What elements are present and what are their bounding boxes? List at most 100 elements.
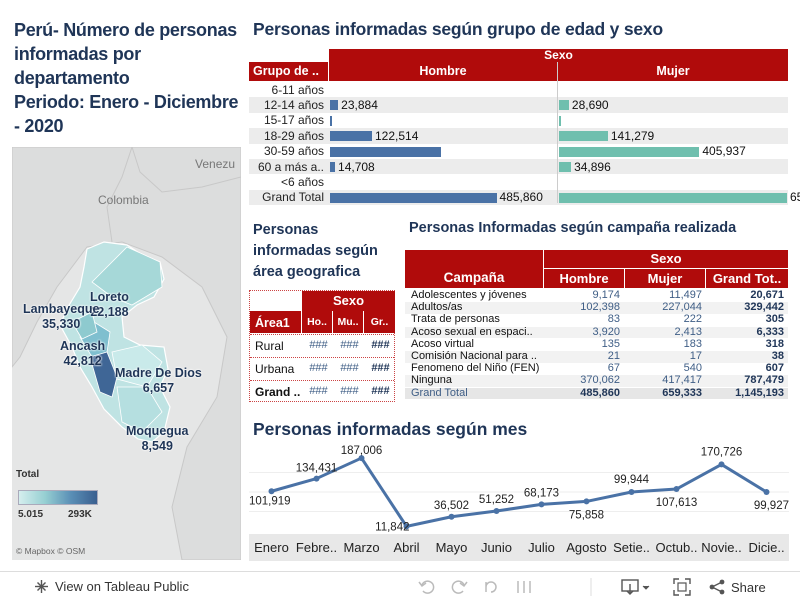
campaign-mujer: 417,417 xyxy=(662,374,702,387)
map-label-lambayeque[interactable]: Lambayeque 35,330 xyxy=(23,302,99,332)
data-point[interactable] xyxy=(673,486,680,493)
campaign-row[interactable]: Acoso virtual 135 183 318 xyxy=(405,337,788,351)
campaign-hombre: 9,174 xyxy=(592,289,620,301)
area-row[interactable]: Urbana ### ### ### xyxy=(250,357,394,380)
area-row[interactable]: Grand .. ### ### ### xyxy=(250,380,394,403)
mujer-bar[interactable] xyxy=(559,192,787,203)
campaign-mujer: 183 xyxy=(683,337,702,350)
campaign-mujer: 540 xyxy=(683,362,702,375)
month-tick-label: Marzo xyxy=(343,540,380,555)
mujer-bar[interactable] xyxy=(559,115,561,126)
map-label-value: 35,330 xyxy=(42,317,81,331)
campaign-col-header[interactable]: Grand Tot.. xyxy=(706,269,788,288)
month-axis: Enero Febre.. Marzo Abril Mayo Junio Julio Agos… xyxy=(249,534,789,561)
data-label: 36,502 xyxy=(434,500,469,512)
footer-divider xyxy=(590,578,592,596)
campaign-row[interactable]: Fenomeno del Niño (FEN) 67 540 607 xyxy=(405,363,788,375)
mujer-bar[interactable] xyxy=(559,100,569,111)
area-section-title: Personas informadas según área geografic… xyxy=(253,220,378,283)
age-row[interactable] xyxy=(249,174,788,190)
map-label-moquegua[interactable]: Moquegua 8,549 xyxy=(126,424,189,454)
data-point[interactable] xyxy=(538,501,545,508)
campaign-row[interactable]: Adultos/as 102,398 227,044 329,442 xyxy=(405,302,788,314)
hombre-bar[interactable] xyxy=(330,192,497,203)
data-point[interactable] xyxy=(358,455,365,462)
campaign-table[interactable]: Sexo Campaña Hombre Mujer Grand Tot.. Ad… xyxy=(405,250,788,402)
group-header[interactable]: Grupo de .. xyxy=(249,62,328,81)
map-credits[interactable]: © Mapbox © OSM xyxy=(16,546,86,556)
campaign-row[interactable]: Grand Total 485,860 659,333 1,145,193 xyxy=(405,386,788,400)
series-line[interactable] xyxy=(271,456,768,528)
undo-icon[interactable] xyxy=(418,579,436,595)
download-icon[interactable] xyxy=(621,578,653,596)
campaign-row[interactable]: Comisión Nacional para .. 21 17 38 xyxy=(405,350,788,363)
age-row[interactable] xyxy=(249,159,788,175)
data-label: 99,944 xyxy=(614,474,650,486)
hombre-bar[interactable] xyxy=(330,146,442,157)
month-tick-label: Abril xyxy=(393,540,420,555)
data-point[interactable] xyxy=(763,489,770,496)
hombre-bar[interactable] xyxy=(330,100,339,111)
data-point[interactable] xyxy=(313,475,320,482)
pause-icon[interactable] xyxy=(516,579,534,595)
campaign-row[interactable]: Ninguna 370,062 417,417 787,479 xyxy=(405,375,788,387)
share-button[interactable]: Share xyxy=(709,579,766,595)
area-col-header[interactable]: Gr.. xyxy=(364,311,395,333)
age-row[interactable] xyxy=(249,112,788,129)
map-label-loreto[interactable]: Loreto 22,188 xyxy=(90,290,129,320)
campaign-col-header[interactable]: Mujer xyxy=(625,269,705,288)
campaign-row[interactable]: Trata de personas 83 222 305 xyxy=(405,314,788,326)
revert-icon[interactable] xyxy=(482,579,500,595)
campaign-hombre: 485,860 xyxy=(580,386,620,399)
campaign-header[interactable]: Campaña xyxy=(405,250,543,288)
dashboard-title: Perú- Número de personas informadas por … xyxy=(14,18,240,138)
campaign-total: 607 xyxy=(765,362,784,375)
area-row[interactable]: Rural ### ### ### xyxy=(250,334,394,357)
month-tick-label: Enero xyxy=(254,540,289,555)
map-legend-max: 293K xyxy=(68,509,92,520)
campaign-hombre: 21 xyxy=(607,350,620,362)
fullscreen-icon[interactable] xyxy=(673,578,691,596)
age-sex-table[interactable]: Sexo Grupo de .. Hombre Mujer 6-11 años 1… xyxy=(249,49,800,206)
tableau-footer: View on Tableau Public Share xyxy=(0,571,800,600)
department-map[interactable]: Venezu Colombia Loreto 22,188 Lambayeque… xyxy=(12,147,241,560)
data-point[interactable] xyxy=(448,513,455,520)
data-point[interactable] xyxy=(268,488,275,495)
area-table[interactable]: Sexo Área1 Ho.. Mu.. Gr.. Rural ### ### ###… xyxy=(249,290,395,402)
campaign-row[interactable]: Adolescentes y jóvenes 9,174 11,497 20,671 xyxy=(405,289,788,302)
map-label-ancash[interactable]: Ancash 42,812 xyxy=(60,339,105,369)
area-header[interactable]: Área1 xyxy=(250,311,301,333)
data-point[interactable] xyxy=(628,489,635,496)
redo-icon[interactable] xyxy=(450,579,468,595)
view-on-tableau-link[interactable]: View on Tableau Public xyxy=(34,579,189,594)
age-row[interactable] xyxy=(249,82,788,98)
data-point[interactable] xyxy=(718,461,725,468)
hombre-bar[interactable] xyxy=(330,162,336,172)
map-legend-title: Total xyxy=(16,469,40,480)
data-label: 170,726 xyxy=(701,446,743,458)
area-col-header[interactable]: Mu.. xyxy=(333,311,363,333)
campaign-row[interactable]: Acoso sexual en espaci.. 3,920 2,413 6,333 xyxy=(405,326,788,339)
campaign-col-header[interactable]: Hombre xyxy=(544,269,624,288)
data-point[interactable] xyxy=(403,523,410,530)
data-point[interactable] xyxy=(583,498,590,505)
hombre-bar[interactable] xyxy=(330,115,332,126)
mujer-value: 141,279 xyxy=(610,128,655,143)
hombre-header[interactable]: Hombre xyxy=(329,62,557,81)
area-title-line: informadas según xyxy=(253,243,378,259)
campaign-hombre: 370,062 xyxy=(580,374,620,387)
area-cell: ### xyxy=(371,339,390,351)
campaign-name: Adultos/as xyxy=(411,302,463,314)
data-point[interactable] xyxy=(493,508,500,515)
mujer-bar[interactable] xyxy=(559,162,572,172)
mujer-bar[interactable] xyxy=(559,146,700,157)
mujer-header[interactable]: Mujer xyxy=(558,62,788,81)
map-label-name: Ancash xyxy=(60,339,106,353)
mujer-bar[interactable] xyxy=(559,131,608,142)
hombre-bar[interactable] xyxy=(330,131,372,142)
age-row[interactable] xyxy=(249,97,788,113)
area-col-header[interactable]: Ho.. xyxy=(302,311,332,333)
map-label-madre-de-dios[interactable]: Madre De Dios 6,657 xyxy=(115,366,202,396)
age-row[interactable] xyxy=(249,128,788,144)
